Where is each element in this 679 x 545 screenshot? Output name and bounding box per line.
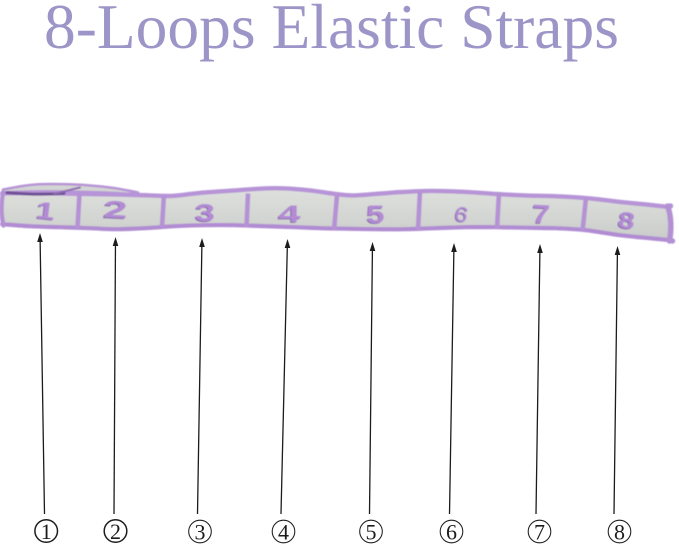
- svg-text:1: 1: [41, 519, 52, 544]
- svg-text:6: 6: [451, 202, 470, 228]
- svg-text:4: 4: [278, 200, 301, 227]
- svg-text:4: 4: [277, 201, 300, 228]
- svg-text:2: 2: [101, 197, 126, 225]
- svg-text:6: 6: [446, 520, 457, 545]
- svg-text:7: 7: [534, 520, 545, 545]
- svg-text:3: 3: [194, 201, 214, 228]
- svg-text:3: 3: [195, 199, 215, 226]
- svg-text:8: 8: [614, 520, 625, 545]
- svg-text:2: 2: [103, 196, 128, 224]
- svg-text:1: 1: [35, 197, 57, 225]
- svg-text:5: 5: [366, 520, 377, 545]
- svg-text:8: 8: [615, 207, 635, 235]
- svg-text:4: 4: [278, 520, 289, 545]
- svg-text:3: 3: [195, 520, 206, 545]
- svg-text:5: 5: [366, 201, 384, 229]
- svg-text:6: 6: [452, 202, 471, 228]
- svg-text:7: 7: [531, 199, 551, 229]
- svg-text:2: 2: [110, 519, 121, 544]
- svg-text:7: 7: [530, 201, 550, 231]
- svg-text:1: 1: [33, 198, 55, 226]
- svg-text:5: 5: [365, 202, 383, 230]
- svg-text:8: 8: [616, 207, 636, 235]
